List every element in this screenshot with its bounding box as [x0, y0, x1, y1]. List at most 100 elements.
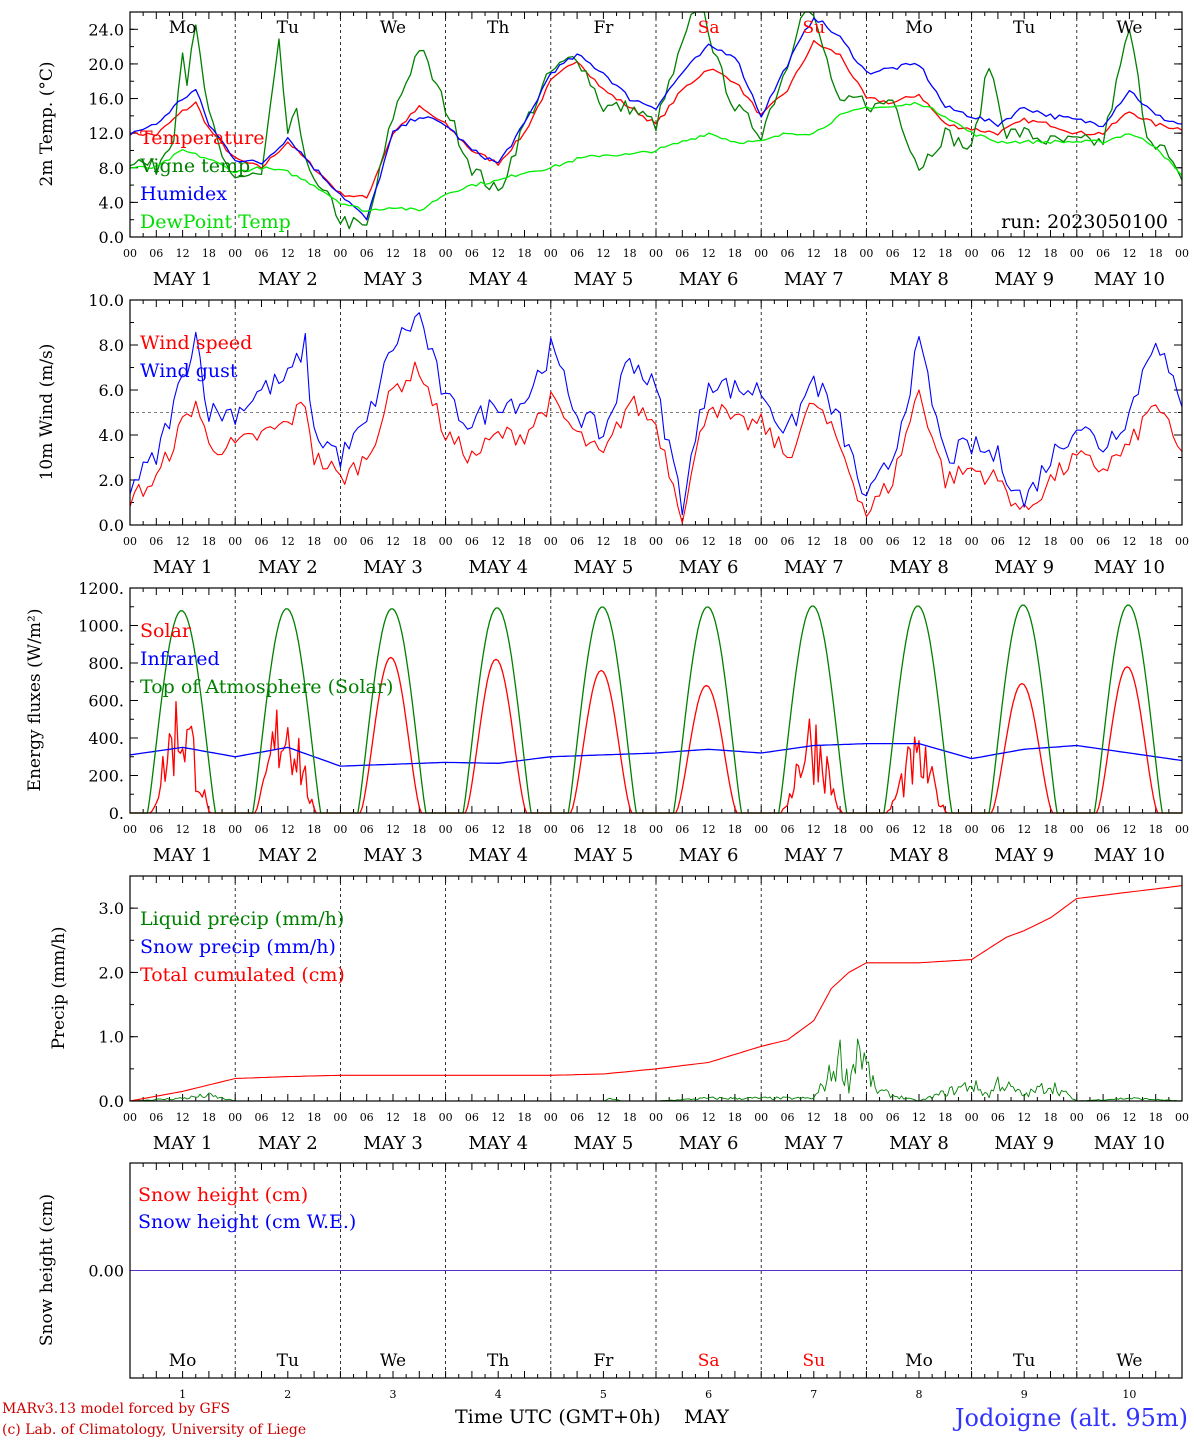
weekday-label: We	[380, 1351, 406, 1371]
y-tick-label: 2.0	[99, 963, 124, 982]
x-hour-label: 18	[728, 535, 742, 548]
x-hour-label: 12	[281, 823, 295, 836]
x-hour-label: 12	[386, 1111, 400, 1124]
x-hour-label: 12	[807, 823, 821, 836]
x-hour-label: 12	[176, 823, 190, 836]
x-hour-label: 00	[754, 535, 768, 548]
x-day-label: MAY 10	[1094, 557, 1165, 578]
x-hour-label: 06	[991, 247, 1005, 260]
energy-plot-frame	[129, 587, 1183, 814]
x-day-label: MAY 7	[784, 557, 844, 578]
x-hour-label: 18	[518, 1111, 532, 1124]
x-hour-label: 00	[859, 823, 873, 836]
wind-y-axis-label: 10m Wind (m/s)	[37, 344, 57, 481]
footer: MARv3.13 model forced by GFS (c) Lab. of…	[2, 1401, 1188, 1438]
day-number-label: 3	[390, 1388, 397, 1401]
x-hour-label: 12	[491, 1111, 505, 1124]
x-hour-label: 06	[570, 247, 584, 260]
x-hour-label: 18	[623, 247, 637, 260]
temperature-y-ticks: 0.0 4.0 8.0 12.0 16.0 20.0 24.0	[88, 11, 1182, 247]
x-hour-label: 00	[859, 535, 873, 548]
x-hour-label: 06	[886, 247, 900, 260]
y-tick-label: 16.0	[88, 90, 124, 109]
x-hour-label: 18	[518, 535, 532, 548]
x-hour-label: 06	[570, 823, 584, 836]
x-hour-label: 00	[439, 535, 453, 548]
x-hour-label: 12	[596, 1111, 610, 1124]
legend-vigne-temp: Vigne temp	[139, 155, 250, 177]
x-hour-label: 12	[1122, 535, 1136, 548]
x-day-label: MAY 2	[258, 1133, 318, 1154]
x-day-label: MAY 9	[994, 269, 1054, 290]
x-day-label: MAY 3	[363, 269, 423, 290]
x-hour-label: 06	[149, 1111, 163, 1124]
x-hour-label: 12	[281, 535, 295, 548]
y-tick-label: 0.	[109, 804, 124, 823]
day-number-label: 10	[1122, 1388, 1136, 1401]
x-hour-label: 18	[202, 823, 216, 836]
x-day-label: MAY 1	[153, 845, 213, 866]
temperature-legend: Temperature Vigne temp Humidex DewPoint …	[139, 127, 291, 233]
x-hour-label: 18	[1044, 1111, 1058, 1124]
precip-legend: Liquid precip (mm/h) Snow precip (mm/h) …	[140, 908, 345, 986]
x-hour-label: 18	[938, 1111, 952, 1124]
x-hour-label: 18	[202, 247, 216, 260]
x-hour-label: 00	[1070, 535, 1084, 548]
x-hour-label: 18	[623, 823, 637, 836]
x-hour-label: 12	[491, 823, 505, 836]
weekday-label: We	[1116, 1351, 1142, 1371]
x-hour-label: 12	[1017, 823, 1031, 836]
x-hour-label: 12	[807, 535, 821, 548]
temperature-panel: 2m Temp. (°C) 0.04.08.012.016.020.024.0 …	[37, 11, 1189, 290]
precip-x-axis: 00 06 12 18 MAY 1 00 06 12 18 MAY 2 00 06 12 18 MAY 3 0…	[123, 1111, 1189, 1154]
x-day-label: MAY 6	[679, 269, 739, 290]
y-tick-label: 3.0	[99, 899, 124, 918]
weekday-label: Tu	[1013, 1351, 1035, 1371]
x-hour-label: 12	[386, 247, 400, 260]
day-number-label: 6	[705, 1388, 712, 1401]
weekday-label: We	[380, 18, 406, 38]
x-day-label: MAY 5	[574, 557, 634, 578]
x-hour-label: 00	[333, 247, 347, 260]
x-hour-label: 00	[649, 1111, 663, 1124]
legend-snow-precip: Snow precip (mm/h)	[140, 936, 336, 958]
y-tick-label: 8.0	[99, 159, 124, 178]
x-hour-label: 18	[412, 247, 426, 260]
snow-grid	[129, 1163, 1183, 1378]
x-hour-label: 12	[807, 1111, 821, 1124]
copyright-credit: (c) Lab. of Climatology, University of L…	[2, 1422, 306, 1438]
x-day-label: MAY 7	[784, 269, 844, 290]
x-hour-label: 00	[649, 823, 663, 836]
x-hour-label: 12	[596, 247, 610, 260]
x-hour-label: 06	[255, 247, 269, 260]
x-hour-label: 06	[255, 535, 269, 548]
x-hour-label: 18	[518, 823, 532, 836]
x-hour-label: 12	[1122, 823, 1136, 836]
x-hour-label: 00	[439, 1111, 453, 1124]
x-day-label: MAY 2	[258, 269, 318, 290]
snow-panel: Snow height (cm) 0.00 Mo Tu We Th Fr Sa Su Mo Tu…	[37, 1162, 1183, 1401]
x-hour-label: 12	[596, 823, 610, 836]
x-hour-label: 18	[938, 535, 952, 548]
x-hour-label: 18	[728, 823, 742, 836]
x-hour-label: 00	[1070, 1111, 1084, 1124]
x-hour-label: 06	[781, 535, 795, 548]
x-hour-label: 00	[439, 247, 453, 260]
x-day-label: MAY 5	[574, 269, 634, 290]
x-day-label: MAY 1	[153, 269, 213, 290]
y-tick-label: 400.	[88, 729, 124, 748]
y-tick-label: 0.0	[99, 228, 124, 247]
x-hour-label: 06	[1096, 1111, 1110, 1124]
y-tick-label: 4.0	[99, 426, 124, 445]
temperature-x-axis: 00 06 12 18 MAY 1 00 06 12 18 MAY 2 00 06 12 18 MAY 3 0…	[123, 247, 1189, 290]
legend-temperature: Temperature	[140, 127, 264, 149]
x-hour-label: 06	[886, 823, 900, 836]
weekday-label: We	[1116, 18, 1142, 38]
x-hour-label: 06	[570, 535, 584, 548]
x-hour-label: 18	[623, 1111, 637, 1124]
x-day-label: MAY 6	[679, 557, 739, 578]
x-hour-label: 00	[123, 823, 137, 836]
x-hour-label: 18	[833, 1111, 847, 1124]
model-credit: MARv3.13 model forced by GFS	[2, 1401, 230, 1417]
